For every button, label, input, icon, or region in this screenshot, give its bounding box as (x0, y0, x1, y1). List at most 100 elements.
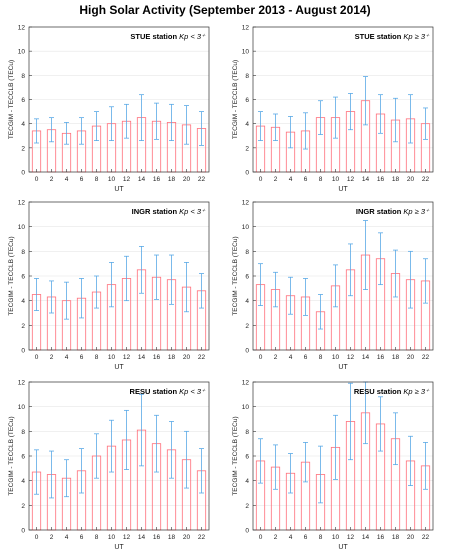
x-tick-label: 2 (50, 176, 54, 183)
y-tick-label: 8 (245, 249, 249, 256)
station-name: RESU station (130, 387, 180, 396)
y-tick-label: 8 (21, 249, 25, 256)
x-tick-label: 14 (362, 176, 370, 183)
x-tick-label: 20 (183, 176, 191, 183)
x-tick-label: 14 (362, 354, 370, 361)
x-tick-label: 16 (153, 534, 161, 541)
x-tick-label: 10 (108, 534, 116, 541)
x-tick-label: 22 (198, 354, 206, 361)
y-tick-label: 12 (18, 200, 26, 207)
y-tick-label: 2 (21, 145, 25, 152)
y-tick-label: 0 (245, 348, 249, 355)
x-tick-label: 20 (183, 354, 191, 361)
x-tick-label: 6 (80, 354, 84, 361)
x-tick-label: 6 (80, 534, 84, 541)
x-tick-label: 2 (274, 176, 278, 183)
y-tick-label: 12 (18, 25, 26, 32)
x-tick-label: 18 (168, 176, 176, 183)
x-tick-label: 22 (422, 176, 430, 183)
y-tick-label: 4 (245, 298, 249, 305)
x-tick-label: 4 (289, 176, 293, 183)
x-tick-label: 4 (65, 176, 69, 183)
x-tick-label: 8 (95, 176, 99, 183)
axes-frame (252, 26, 434, 173)
y-tick-label: 2 (21, 503, 25, 510)
x-tick-label: 2 (50, 354, 54, 361)
x-tick-label: 8 (319, 534, 323, 541)
y-tick-label: 0 (245, 528, 249, 535)
figure-title: High Solar Activity (September 2013 - Au… (79, 3, 371, 17)
x-tick-label: 22 (422, 534, 430, 541)
y-tick-label: 4 (245, 121, 249, 128)
y-tick-label: 0 (21, 528, 25, 535)
x-tick-label: 2 (50, 534, 54, 541)
axes-frame (28, 201, 210, 351)
x-axis-label: UT (338, 186, 348, 193)
kp-condition: Kp < 3⁺ (179, 387, 206, 396)
x-tick-label: 22 (198, 534, 206, 541)
y-tick-label: 10 (242, 404, 250, 411)
y-axis-label: TECGIM - TECCLB (TECu) (8, 416, 15, 495)
y-tick-label: 0 (21, 348, 25, 355)
station-label: RESU station Kp ≥ 3⁺ (354, 387, 430, 396)
y-tick-label: 8 (245, 73, 249, 80)
x-tick-label: 4 (289, 354, 293, 361)
x-tick-label: 16 (377, 176, 385, 183)
x-tick-label: 18 (168, 354, 176, 361)
x-tick-label: 16 (377, 354, 385, 361)
y-tick-label: 4 (21, 478, 25, 485)
x-tick-label: 16 (153, 354, 161, 361)
kp-condition: Kp ≥ 3⁺ (403, 32, 430, 41)
chart-panel-middle-left: 0 2 4 6 8 10 12 0 2 4 6 8 10 12 14 16 18 20 22 INGR station… (8, 200, 210, 371)
station-name: STUE station (130, 32, 179, 41)
y-axis-label: TECGIM - TECCLB (TECu) (232, 60, 239, 139)
axes-frame (28, 26, 210, 173)
x-tick-label: 12 (347, 176, 355, 183)
x-tick-label: 4 (289, 534, 293, 541)
y-axis-label: TECGIM - TECCLB (TECu) (232, 236, 239, 315)
chart-panel-top-left: 0 2 4 6 8 10 12 0 2 4 6 8 10 12 14 16 18 20 22 STUE station… (8, 25, 210, 193)
x-tick-label: 6 (80, 176, 84, 183)
axes-frame (252, 201, 434, 351)
y-tick-label: 4 (21, 298, 25, 305)
x-tick-label: 10 (108, 176, 116, 183)
axes-frame (28, 381, 210, 531)
x-tick-label: 4 (65, 534, 69, 541)
y-tick-label: 0 (21, 170, 25, 177)
x-tick-label: 6 (304, 534, 308, 541)
x-tick-label: 16 (377, 534, 385, 541)
x-tick-label: 10 (332, 176, 340, 183)
y-tick-label: 8 (245, 429, 249, 436)
x-tick-label: 0 (35, 534, 39, 541)
x-axis-label: UT (114, 364, 124, 371)
y-tick-label: 6 (245, 274, 249, 281)
x-tick-label: 22 (198, 176, 206, 183)
station-label: RESU station Kp < 3⁺ (130, 387, 206, 396)
x-tick-label: 18 (392, 176, 400, 183)
station-name: RESU station (354, 387, 404, 396)
x-tick-label: 0 (35, 354, 39, 361)
x-tick-label: 22 (422, 354, 430, 361)
station-label: STUE station Kp ≥ 3⁺ (355, 32, 430, 41)
station-name: INGR station (356, 207, 404, 216)
x-tick-label: 14 (138, 534, 146, 541)
x-tick-label: 10 (108, 354, 116, 361)
x-tick-label: 10 (332, 354, 340, 361)
y-tick-label: 12 (18, 380, 26, 387)
x-tick-label: 12 (123, 354, 131, 361)
y-tick-label: 2 (245, 323, 249, 330)
x-tick-label: 10 (332, 534, 340, 541)
y-tick-label: 6 (245, 454, 249, 461)
station-label: INGR station Kp ≥ 3⁺ (356, 207, 430, 216)
x-tick-label: 0 (259, 354, 263, 361)
chart-panel-top-right: 0 2 4 6 8 10 12 0 2 4 6 8 10 12 14 16 18 20 22 STUE station… (232, 25, 434, 193)
y-tick-label: 2 (245, 145, 249, 152)
x-axis-label: UT (114, 544, 124, 550)
x-tick-label: 12 (123, 176, 131, 183)
x-tick-label: 0 (259, 534, 263, 541)
station-name: STUE station (355, 32, 404, 41)
x-tick-label: 12 (347, 354, 355, 361)
y-tick-label: 8 (21, 73, 25, 80)
y-tick-label: 12 (242, 25, 250, 32)
